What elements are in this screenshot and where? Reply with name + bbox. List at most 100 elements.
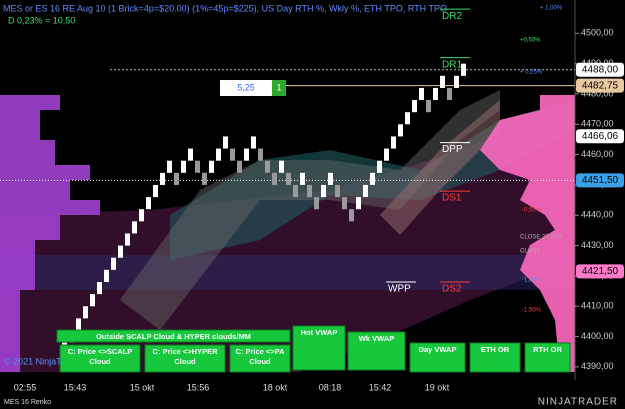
renko-brick bbox=[223, 136, 228, 149]
price-marker bbox=[576, 264, 624, 279]
renko-brick bbox=[237, 160, 242, 173]
renko-brick bbox=[384, 148, 389, 161]
renko-brick bbox=[321, 184, 326, 198]
order-box bbox=[220, 80, 272, 96]
renko-brick bbox=[230, 148, 235, 161]
renko-brick bbox=[272, 172, 277, 185]
toolbar-button-label[interactable]: Day VWAP bbox=[419, 345, 457, 354]
renko-brick bbox=[293, 184, 298, 198]
y-tick-label: 4470,00 bbox=[581, 119, 614, 129]
pct-label: -1,00% bbox=[522, 278, 542, 284]
level-label: DR2 bbox=[442, 11, 462, 22]
toolbar-button[interactable] bbox=[56, 329, 291, 343]
pct-label: -0,50% bbox=[522, 208, 542, 214]
toolbar-button-label[interactable]: C: Price <>PA Cloud bbox=[235, 347, 285, 366]
price-marker bbox=[576, 62, 624, 77]
toolbar-button[interactable] bbox=[59, 344, 141, 373]
renko-brick bbox=[300, 172, 305, 185]
toolbar-button[interactable] bbox=[409, 342, 466, 373]
x-tick-label: 15:43 bbox=[64, 382, 87, 392]
renko-brick bbox=[279, 160, 284, 173]
pct-label: + 1,00% bbox=[540, 6, 563, 12]
renko-brick bbox=[314, 197, 319, 210]
renko-brick bbox=[153, 184, 158, 198]
y-tick-label: 4390,00 bbox=[581, 361, 614, 371]
price-marker-label: 4466,06 bbox=[582, 131, 619, 142]
order-qty: 5,25 bbox=[237, 82, 255, 92]
toolbar-button[interactable] bbox=[469, 342, 521, 373]
toolbar-button[interactable] bbox=[347, 331, 406, 371]
renko-brick bbox=[307, 184, 312, 198]
toolbar-button-label[interactable]: Hot VWAP bbox=[301, 328, 338, 337]
renko-brick bbox=[419, 87, 424, 101]
renko-brick bbox=[188, 148, 193, 161]
renko-brick bbox=[83, 306, 88, 319]
renko-brick bbox=[349, 209, 354, 222]
renko-brick bbox=[447, 87, 452, 101]
renko-brick bbox=[426, 100, 431, 113]
y-tick-label: 4460,00 bbox=[581, 149, 614, 159]
toolbar-button-label[interactable]: ETH OR bbox=[481, 345, 510, 354]
renko-brick bbox=[139, 209, 144, 222]
renko-brick bbox=[181, 160, 186, 173]
pct-label: +0,50% bbox=[520, 38, 541, 44]
renko-brick bbox=[104, 269, 109, 282]
toolbar-button[interactable] bbox=[524, 342, 571, 373]
toolbar-button-label[interactable]: Outside SCALP Cloud & HYPER clouds/MM bbox=[96, 332, 251, 341]
volume-profile-right bbox=[480, 95, 575, 372]
axis-panel bbox=[575, 0, 625, 380]
renko-brick bbox=[111, 257, 116, 270]
level-label: DPP bbox=[442, 144, 463, 155]
y-tick-label: 4480,00 bbox=[581, 88, 614, 98]
chart-title: MES or ES 16 RE Aug 10 (1 Brick=4p=$20.0… bbox=[3, 3, 447, 13]
price-marker-label: 4488,00 bbox=[582, 64, 619, 75]
renko-brick bbox=[244, 148, 249, 161]
toolbar-button[interactable] bbox=[292, 325, 346, 371]
renko-brick bbox=[391, 136, 396, 149]
x-tick-label: 19 okt bbox=[425, 382, 450, 392]
price-marker-label: 4482,75 bbox=[582, 80, 619, 91]
x-tick-label: 15:56 bbox=[187, 382, 210, 392]
y-tick-label: 4430,00 bbox=[581, 240, 614, 250]
price-marker bbox=[576, 78, 624, 93]
price-marker-label: 4451,50 bbox=[582, 175, 619, 186]
toolbar-button[interactable] bbox=[229, 344, 291, 373]
price-marker bbox=[576, 173, 624, 188]
chart-subtitle: D 0,23% = 10,50 bbox=[8, 15, 75, 25]
renko-brick bbox=[405, 112, 410, 125]
y-tick-label: 4440,00 bbox=[581, 210, 614, 220]
toolbar-button-label[interactable]: C: Price <>HYPER Cloud bbox=[152, 347, 218, 366]
volume-profile-left bbox=[0, 95, 100, 372]
renko-brick bbox=[461, 63, 466, 76]
renko-brick bbox=[454, 75, 459, 88]
x-tick-label: 08:18 bbox=[319, 382, 342, 392]
renko-brick bbox=[363, 184, 368, 198]
pct-label: CLOSE bbox=[520, 249, 540, 255]
renko-brick bbox=[377, 160, 382, 173]
renko-brick bbox=[118, 245, 123, 258]
renko-brick bbox=[97, 281, 102, 295]
renko-brick bbox=[167, 160, 172, 173]
y-tick-label: 4500,00 bbox=[581, 28, 614, 38]
toolbar-button-label[interactable]: Wk VWAP bbox=[359, 334, 394, 343]
renko-brick bbox=[160, 172, 165, 185]
renko-brick bbox=[132, 221, 137, 234]
pct-label: + 0,25% bbox=[520, 70, 543, 76]
toolbar-button[interactable] bbox=[144, 344, 226, 373]
cloud-gray bbox=[120, 90, 500, 330]
order-count-box[interactable] bbox=[272, 80, 286, 96]
level-label: WPP bbox=[388, 284, 411, 295]
renko-brick bbox=[335, 184, 340, 198]
x-tick-label: 18 okt bbox=[263, 382, 288, 392]
renko-brick bbox=[174, 172, 179, 185]
level-label: DS1 bbox=[442, 193, 462, 204]
toolbar-button-label[interactable]: RTH OR bbox=[533, 345, 562, 354]
renko-brick bbox=[251, 136, 256, 149]
pct-label: -1,50% bbox=[522, 308, 542, 314]
x-tick-label: 02:55 bbox=[14, 382, 37, 392]
renko-brick bbox=[90, 294, 95, 307]
renko-brick bbox=[412, 100, 417, 113]
toolbar-button-label[interactable]: C: Price <>SCALP Cloud bbox=[68, 347, 133, 366]
order-count[interactable]: 1 bbox=[276, 82, 281, 92]
